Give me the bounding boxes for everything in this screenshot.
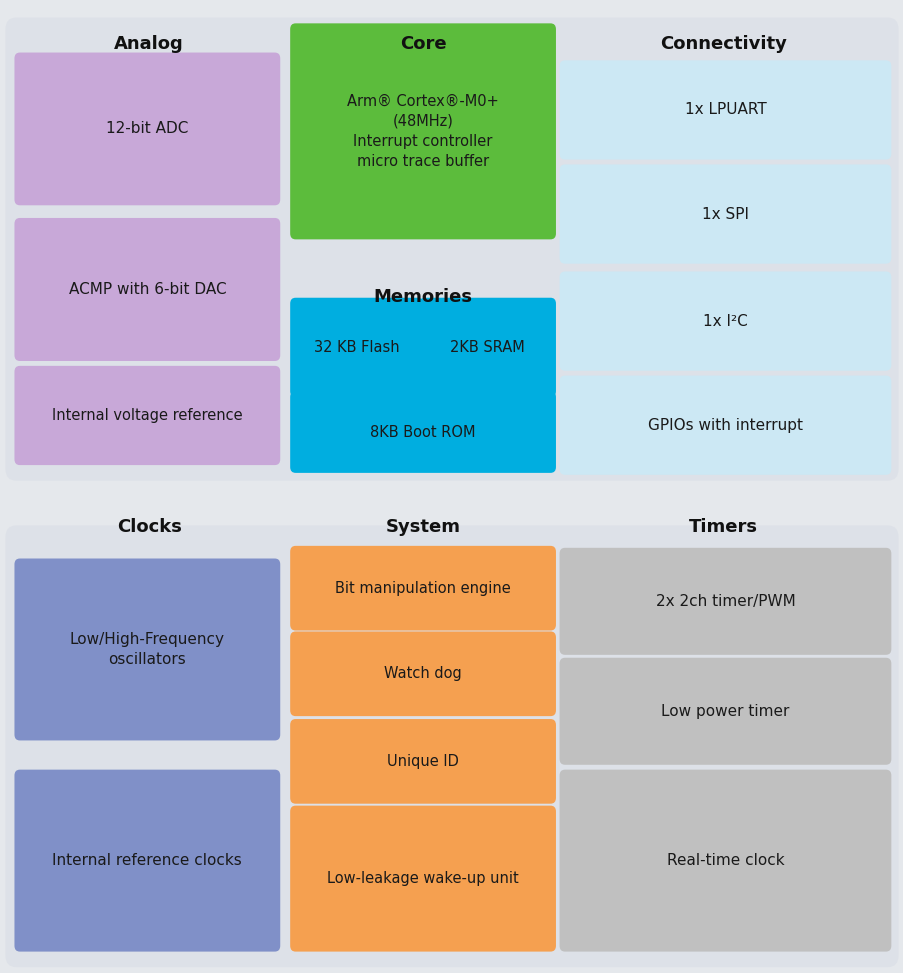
Text: 12-bit ADC: 12-bit ADC — [106, 122, 189, 136]
FancyBboxPatch shape — [290, 23, 555, 239]
FancyBboxPatch shape — [290, 806, 555, 952]
Text: Low-leakage wake-up unit: Low-leakage wake-up unit — [327, 871, 518, 886]
Text: Internal voltage reference: Internal voltage reference — [52, 408, 242, 423]
FancyBboxPatch shape — [559, 164, 890, 264]
FancyBboxPatch shape — [290, 631, 555, 716]
Text: 1x I²C: 1x I²C — [703, 313, 747, 329]
FancyBboxPatch shape — [419, 298, 555, 397]
Text: Arm® Cortex®-M0+
(48MHz)
Interrupt controller
micro trace buffer: Arm® Cortex®-M0+ (48MHz) Interrupt contr… — [347, 94, 498, 168]
Text: 2x 2ch timer/PWM: 2x 2ch timer/PWM — [655, 594, 795, 609]
Text: Clocks: Clocks — [116, 519, 182, 536]
FancyBboxPatch shape — [559, 548, 890, 655]
FancyBboxPatch shape — [14, 218, 280, 361]
FancyBboxPatch shape — [559, 376, 890, 475]
Text: Memories: Memories — [373, 288, 472, 306]
FancyBboxPatch shape — [290, 391, 555, 473]
FancyBboxPatch shape — [14, 770, 280, 952]
Text: Analog: Analog — [114, 35, 184, 53]
Text: Connectivity: Connectivity — [659, 35, 786, 53]
FancyBboxPatch shape — [14, 53, 280, 205]
Text: Bit manipulation engine: Bit manipulation engine — [335, 581, 510, 595]
FancyBboxPatch shape — [5, 525, 898, 967]
Text: Timers: Timers — [688, 519, 757, 536]
Text: 8KB Boot ROM: 8KB Boot ROM — [370, 424, 475, 440]
Text: Real-time clock: Real-time clock — [666, 853, 784, 868]
FancyBboxPatch shape — [14, 559, 280, 740]
Text: GPIOs with interrupt: GPIOs with interrupt — [647, 417, 802, 433]
Text: Low/High-Frequency
oscillators: Low/High-Frequency oscillators — [70, 632, 225, 667]
Text: Watch dog: Watch dog — [384, 667, 461, 681]
FancyBboxPatch shape — [14, 366, 280, 465]
Text: 1x SPI: 1x SPI — [702, 206, 748, 222]
FancyBboxPatch shape — [290, 546, 555, 631]
FancyBboxPatch shape — [559, 658, 890, 765]
FancyBboxPatch shape — [5, 18, 898, 481]
FancyBboxPatch shape — [559, 60, 890, 160]
Text: Unique ID: Unique ID — [386, 754, 459, 769]
Text: 1x LPUART: 1x LPUART — [684, 102, 766, 118]
FancyBboxPatch shape — [559, 770, 890, 952]
FancyBboxPatch shape — [559, 271, 890, 371]
Text: 2KB SRAM: 2KB SRAM — [450, 340, 525, 355]
FancyBboxPatch shape — [290, 298, 423, 397]
Text: System: System — [386, 519, 460, 536]
Text: ACMP with 6-bit DAC: ACMP with 6-bit DAC — [69, 282, 226, 297]
Text: Core: Core — [399, 35, 446, 53]
FancyBboxPatch shape — [290, 719, 555, 804]
Text: Low power timer: Low power timer — [660, 703, 789, 719]
Text: Internal reference clocks: Internal reference clocks — [52, 853, 242, 868]
Text: 32 KB Flash: 32 KB Flash — [313, 340, 399, 355]
